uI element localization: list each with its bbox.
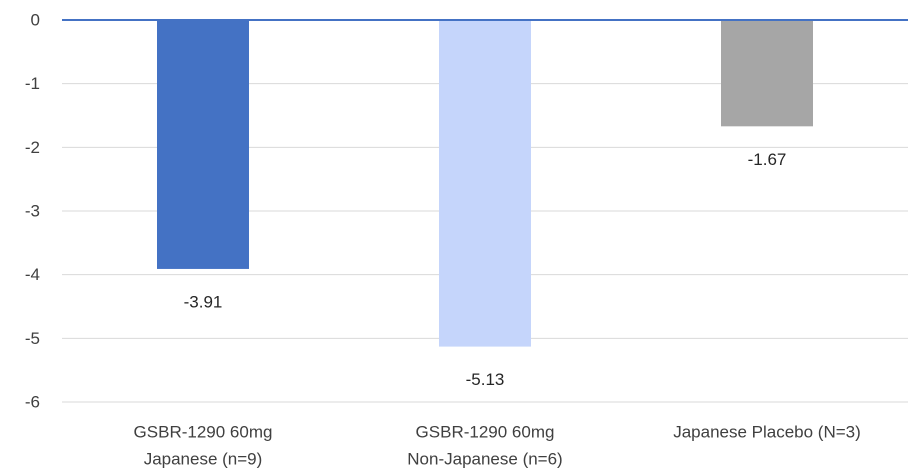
x-axis-category-labels: GSBR-1290 60mg Japanese (n=9) GSBR-1290 60…	[134, 423, 861, 469]
x-category-label: Non-Japanese (n=6)	[407, 450, 562, 469]
x-category-label: Japanese Placebo (N=3)	[673, 423, 861, 442]
data-labels: -3.91 -5.13 -1.67	[184, 150, 787, 389]
y-tick-label: -1	[25, 74, 40, 93]
x-category-label: Japanese (n=9)	[144, 450, 263, 469]
x-category-label: GSBR-1290 60mg	[134, 423, 273, 442]
data-label: -1.67	[748, 150, 787, 169]
data-label: -3.91	[184, 292, 223, 311]
y-tick-label: -5	[25, 329, 40, 348]
bar	[721, 20, 813, 127]
bar	[157, 20, 249, 269]
y-tick-label: -4	[25, 265, 40, 284]
y-tick-label: -2	[25, 138, 40, 157]
y-axis-tick-labels: 0 -1 -2 -3 -4 -5 -6	[25, 11, 40, 412]
y-tick-label: -3	[25, 202, 40, 221]
y-tick-label: -6	[25, 393, 40, 412]
y-tick-label: 0	[31, 11, 40, 30]
bars	[157, 20, 813, 347]
data-label: -5.13	[466, 370, 505, 389]
x-category-label: GSBR-1290 60mg	[416, 423, 555, 442]
bar	[439, 20, 531, 347]
